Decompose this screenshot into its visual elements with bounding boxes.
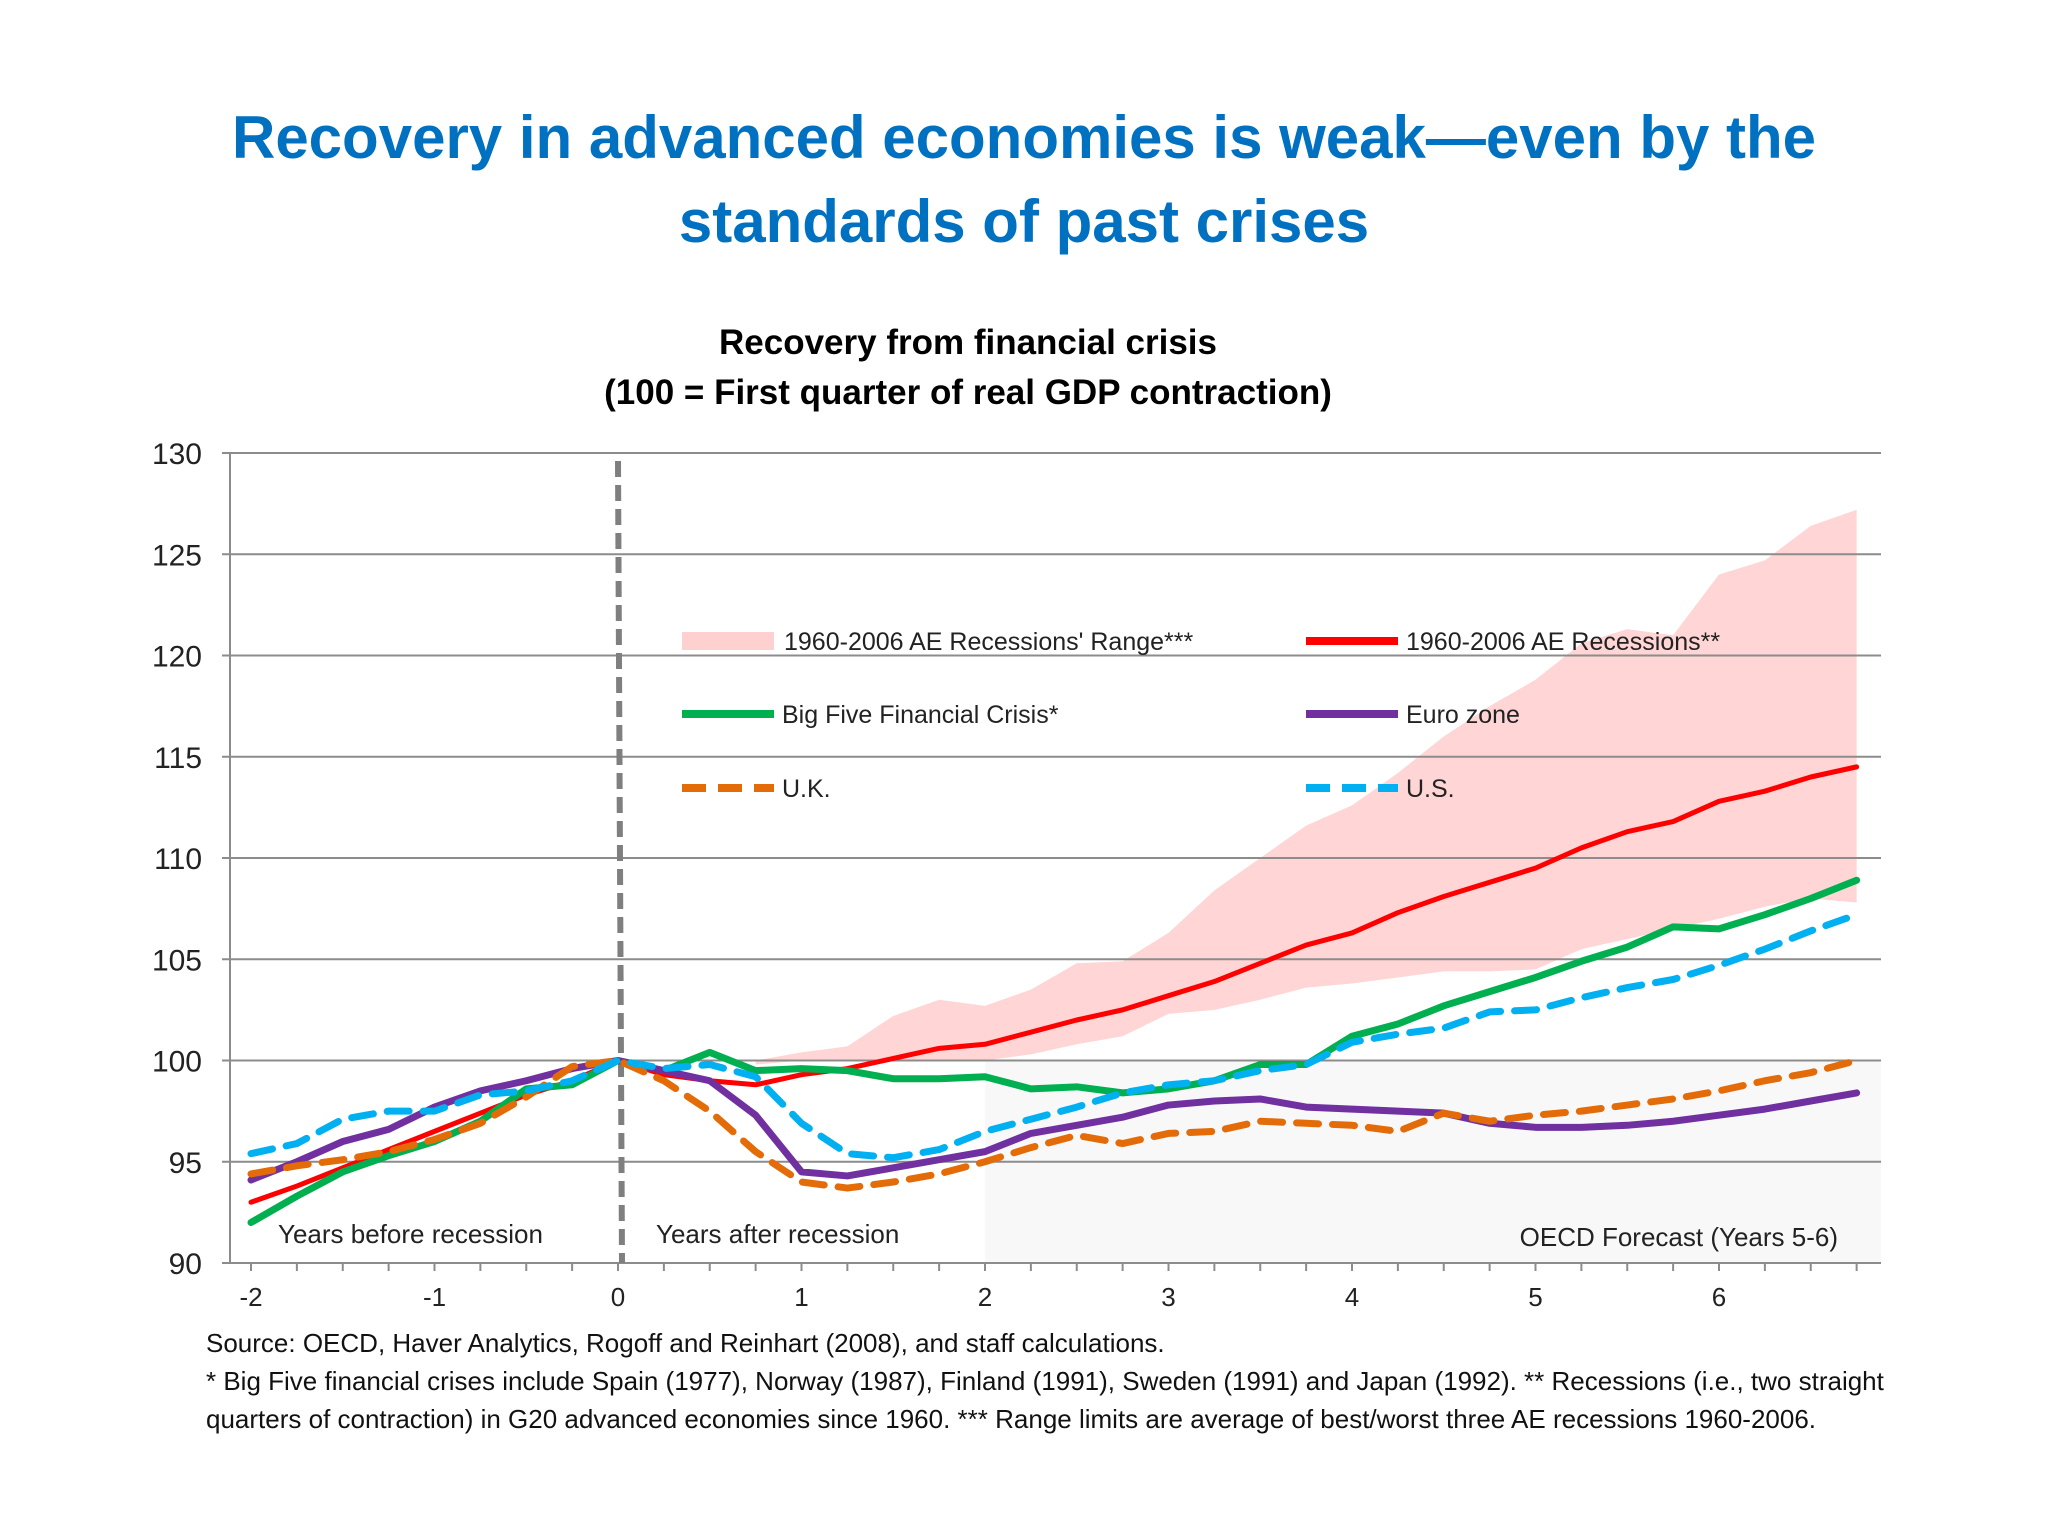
annotation-forecast: OECD Forecast (Years 5-6) [1520,1222,1838,1252]
y-tick-label: 120 [152,641,202,674]
y-tick-label: 90 [169,1248,202,1281]
x-tick-label: 6 [1712,1282,1726,1312]
x-tick-label: 2 [978,1282,992,1312]
legend-label-4: U.S. [1406,775,1455,803]
legend-label-3: U.K. [782,775,831,803]
recession-start-marker [615,460,625,1264]
y-tick-label: 125 [152,539,202,572]
legend-label-0: 1960-2006 AE Recessions** [1406,628,1720,656]
legend-swatch-range [682,632,774,650]
chart-title: Recovery from financial crisis (100 = Fi… [0,318,1936,418]
x-tick-label: 1 [794,1282,808,1312]
series-line-2 [247,1057,1861,1184]
y-tick-label: 95 [169,1147,202,1180]
slide-title: Recovery in advanced economies is weak—e… [0,96,2048,264]
x-tick-label: 3 [1161,1282,1175,1312]
series-line-4 [247,911,1861,1162]
y-tick-label: 105 [152,944,202,977]
series-line-3 [247,1057,1861,1192]
x-tick-label: -1 [423,1282,446,1312]
x-tick-label: 5 [1528,1282,1542,1312]
y-tick-label: 130 [152,438,202,471]
x-tick-label: 0 [611,1282,625,1312]
source-note: Source: OECD, Haver Analytics, Rogoff an… [206,1328,1165,1358]
x-tick-label: -2 [239,1282,262,1312]
chart-title-text: Recovery from financial crisis [719,323,1217,362]
x-tick-label: 4 [1345,1282,1359,1312]
legend-label-2: Euro zone [1406,701,1520,729]
title-line-2: standards of past crises [678,188,1370,255]
legend-label-1: Big Five Financial Crisis* [782,701,1059,729]
title-line-1: Recovery in advanced economies is weak—e… [231,104,1817,171]
definitions-note: * Big Five financial crises include Spai… [206,1366,1884,1434]
legend-label-range: 1960-2006 AE Recessions' Range*** [784,628,1193,656]
range-band [755,509,1857,1065]
annotation-after: Years after recession [656,1219,899,1249]
y-tick-label: 100 [152,1046,202,1079]
footnotes: Source: OECD, Haver Analytics, Rogoff an… [206,1324,1906,1438]
series-line-1 [247,876,1861,1226]
annotation-before: Years before recession [278,1219,543,1249]
y-tick-label: 110 [154,843,202,876]
y-tick-label: 115 [154,742,202,775]
chart-subtitle: (100 = First quarter of real GDP contrac… [604,373,1332,412]
